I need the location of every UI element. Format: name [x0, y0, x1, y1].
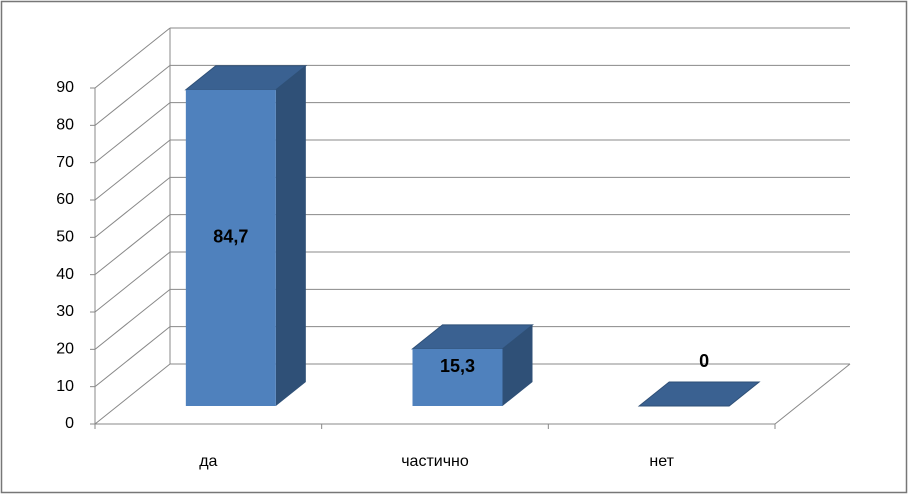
bar [185, 89, 276, 406]
bar-side [275, 65, 306, 406]
grid-line [94, 214, 171, 276]
grid-line [94, 363, 171, 425]
y-tick-label: 20 [56, 341, 74, 358]
grid-line [94, 64, 171, 126]
y-tick-label: 10 [56, 378, 74, 395]
grid-line [94, 288, 171, 350]
grid-line [94, 27, 171, 89]
grid-line [94, 139, 171, 201]
x-tick-label: да [199, 453, 217, 470]
value-label: 84,7 [213, 227, 248, 247]
bar [412, 348, 503, 406]
y-tick-label: 80 [56, 117, 74, 134]
y-tick-label: 30 [56, 303, 74, 320]
y-tick-label: 0 [65, 415, 74, 432]
y-tick-label: 90 [56, 79, 74, 96]
bar-side [502, 324, 533, 406]
x-tick-label: нет [649, 453, 674, 470]
bar-top [637, 381, 761, 407]
grid-line [94, 102, 171, 164]
floor-right-edge [774, 363, 851, 425]
grid-line [94, 251, 171, 313]
grid-line [94, 326, 171, 388]
y-tick-label: 50 [56, 229, 74, 246]
y-tick-label: 70 [56, 154, 74, 171]
y-tick-label: 60 [56, 191, 74, 208]
grid-line [94, 176, 171, 238]
y-tick-label: 40 [56, 266, 74, 283]
value-label: 15,3 [440, 356, 475, 376]
x-tick-label: частично [401, 453, 469, 470]
value-label: 0 [699, 351, 709, 371]
